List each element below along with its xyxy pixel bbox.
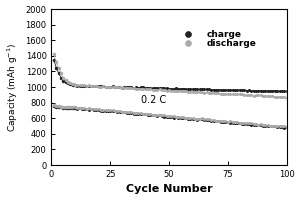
Text: charge: charge — [207, 30, 242, 39]
Point — [185, 32, 190, 36]
Point — [185, 42, 190, 45]
Y-axis label: Capacity (mAh g$^{-1}$): Capacity (mAh g$^{-1}$) — [6, 42, 20, 132]
Text: 0.2 C: 0.2 C — [141, 95, 166, 105]
X-axis label: Cycle Number: Cycle Number — [126, 184, 212, 194]
Text: discharge: discharge — [207, 39, 256, 48]
